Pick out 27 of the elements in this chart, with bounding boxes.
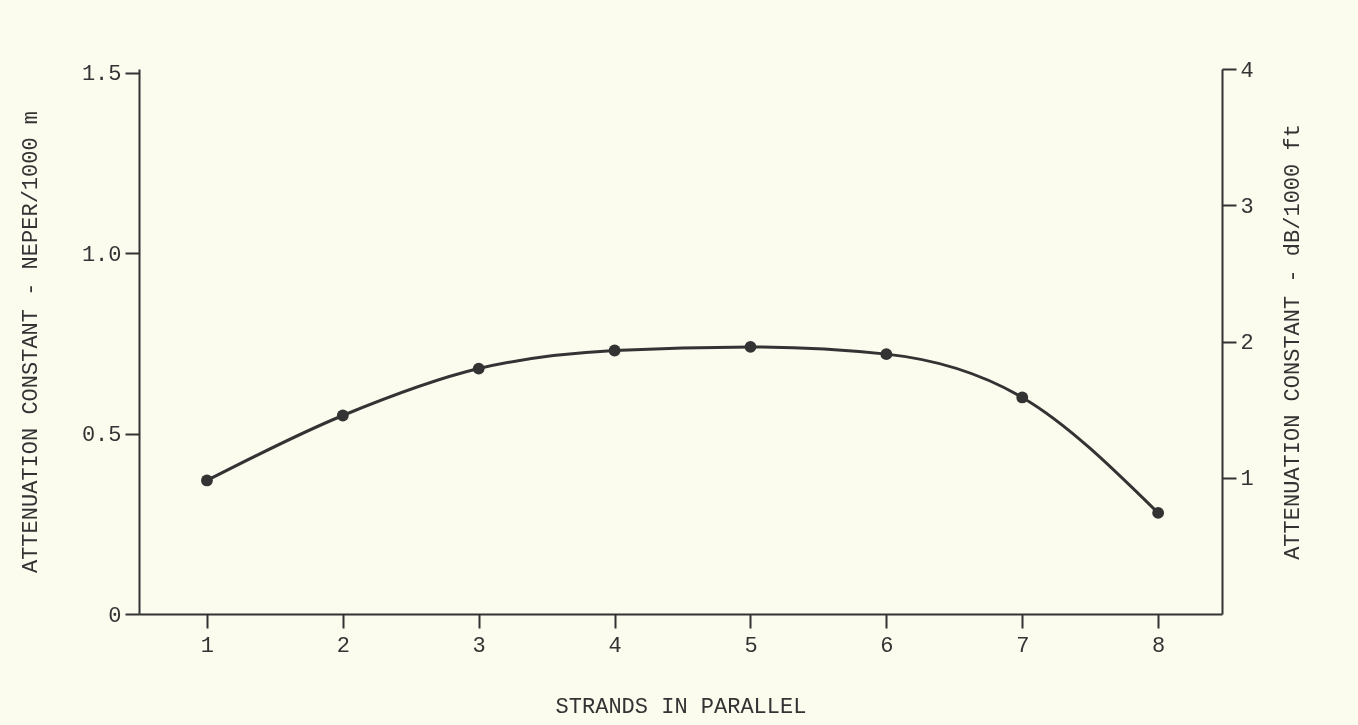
point	[336, 409, 349, 422]
y2-tick-label: 2	[1240, 331, 1254, 356]
x-tick-label: 7	[1016, 633, 1030, 659]
y-tick-label: 1.5	[81, 62, 122, 88]
y2-tick-label: 1	[1240, 467, 1254, 493]
x-axis-title: STRANDS IN PARALLEL	[555, 694, 807, 720]
y2-tick-label: 3	[1240, 194, 1254, 220]
point	[608, 344, 621, 357]
y2-axis-title: ATTENUATION CONSTANT - dB/1000 ft	[1280, 124, 1306, 560]
point	[1152, 507, 1165, 519]
x-tick-label: 3	[472, 633, 486, 659]
point	[744, 341, 757, 353]
x-tick-label: 1	[200, 633, 215, 659]
point	[880, 348, 893, 361]
x-tick-label: 2	[336, 633, 350, 659]
x-tick-label: 6	[880, 633, 894, 659]
y2-tick-label: 4	[1240, 58, 1254, 84]
point	[472, 362, 485, 375]
x-tick-label: 4	[608, 633, 622, 659]
point	[201, 474, 213, 487]
x-tick-label: 5	[744, 633, 758, 659]
y-tick-label: 0	[108, 603, 122, 629]
y-tick-label: 0.5	[81, 423, 122, 449]
y-tick-label: 1.0	[81, 242, 122, 268]
y-axis-title: ATTENUATION CONSTANT - NEPER/1000 m	[18, 110, 44, 574]
x-tick-label: 8	[1152, 633, 1166, 659]
point	[1016, 391, 1029, 404]
